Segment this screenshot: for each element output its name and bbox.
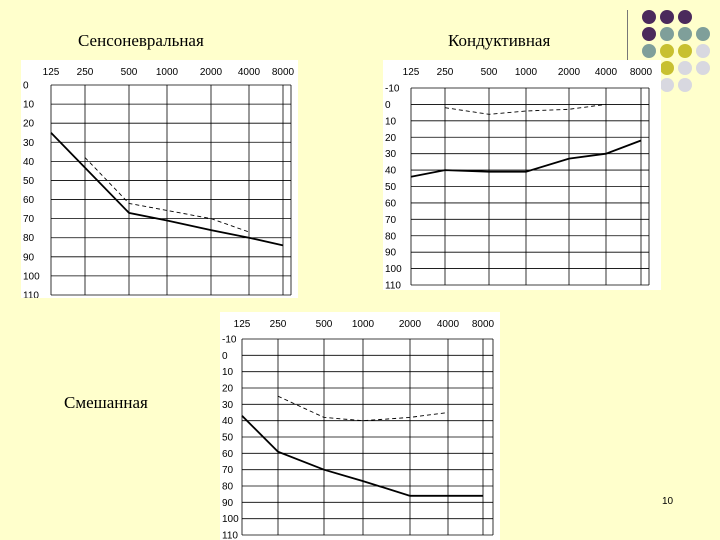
y-tick-label: -10 [385,84,400,95]
decor-dot [660,27,674,41]
series-solid-line [50,132,284,247]
x-tick-label: 2000 [558,67,581,78]
y-tick-label: 60 [23,195,35,206]
decor-divider [627,10,628,92]
y-tick-label: 0 [23,81,29,92]
title-mixed: Смешанная [64,393,148,412]
decor-dot [678,10,692,24]
decor-dot [660,78,674,92]
x-tick-label: 4000 [437,319,460,330]
y-tick-label: 40 [385,166,397,177]
x-tick-label: 125 [403,67,420,78]
decor-dot [660,61,674,75]
decor-dot [678,78,692,92]
series-dashed-line [84,157,250,233]
y-tick-label: 110 [385,281,401,291]
y-tick-label: 100 [222,514,239,525]
y-tick-label: 90 [222,498,234,509]
y-tick-label: 70 [222,465,234,476]
title-sensorineural: Сенсоневральная [78,31,204,50]
x-tick-label: 250 [437,67,454,78]
y-tick-label: 0 [385,100,391,111]
y-tick-label: 10 [222,367,234,378]
y-tick-label: 100 [23,271,40,282]
slide-number: 10 [662,496,674,507]
y-tick-label: 90 [385,248,397,259]
y-tick-label: 80 [222,482,234,493]
y-tick-label: 20 [23,119,35,130]
x-tick-label: 250 [270,319,287,330]
audiogram-svg-mixed: -10 0 10 20 30 40 50 60 70 80 90 100 110 125 250 500 100… [222,319,495,540]
x-tick-label: 2000 [399,319,422,330]
y-tick-label: 60 [222,449,234,460]
y-tick-label: 70 [385,215,397,226]
audiogram-svg-conductive: -10 0 10 20 30 40 50 60 70 80 90 100 110 125 250 500 100… [385,67,653,291]
y-tick-label: 20 [385,133,397,144]
x-tick-label: 1000 [156,67,179,78]
chart-mixed: -10 0 10 20 30 40 50 60 70 80 90 100 110 125 250 500 100… [220,312,500,540]
decor-dot [678,44,692,58]
y-tick-label: 0 [222,351,228,362]
series-solid-line [241,415,483,497]
y-tick-label: 40 [222,416,234,427]
y-tick-label: 10 [385,116,397,127]
x-tick-label: 8000 [272,67,295,78]
y-tick-label: 10 [23,100,35,111]
decor-dot [678,27,692,41]
series-dashed-line [444,103,607,115]
y-tick-label: 20 [222,384,234,395]
decor-dot [642,27,656,41]
chart-conductive: -10 0 10 20 30 40 50 60 70 80 90 100 110 125 250 500 100… [383,60,661,290]
y-tick-label: 100 [385,264,402,275]
y-tick-label: 110 [23,291,39,299]
decor-dot [678,61,692,75]
y-tick-label: 70 [23,214,35,225]
y-tick-label: -10 [222,335,237,346]
x-tick-label: 125 [43,67,60,78]
y-tick-label: 50 [222,433,234,444]
y-tick-label: 110 [222,531,238,540]
x-tick-label: 250 [77,67,94,78]
decor-dot [660,44,674,58]
x-tick-label: 4000 [595,67,618,78]
decor-dot [696,61,710,75]
x-tick-label: 4000 [238,67,261,78]
decor-dot [642,44,656,58]
x-tick-label: 8000 [630,67,653,78]
y-tick-label: 80 [385,231,397,242]
decor-dot [696,44,710,58]
y-tick-label: 50 [23,176,35,187]
x-tick-label: 125 [234,319,251,330]
x-tick-label: 2000 [200,67,223,78]
x-tick-label: 8000 [472,319,495,330]
y-tick-label: 30 [385,149,397,160]
audiogram-svg-sensorineural: 0 10 20 30 40 50 60 70 80 90 100 110 125 250 500 1000 20… [23,67,295,299]
decor-dot [696,27,710,41]
x-tick-label: 500 [121,67,138,78]
y-tick-label: 50 [385,182,397,193]
x-tick-label: 500 [481,67,498,78]
x-tick-label: 1000 [515,67,538,78]
y-tick-label: 80 [23,233,35,244]
series-solid-line [410,139,642,178]
y-tick-label: 90 [23,252,35,263]
y-tick-label: 60 [385,198,397,209]
y-tick-label: 40 [23,157,35,168]
chart-sensorineural: 0 10 20 30 40 50 60 70 80 90 100 110 125 250 500 1000 20… [21,60,298,298]
title-conductive: Кондуктивная [448,31,551,50]
series-dashed-line [277,395,449,422]
x-tick-label: 500 [316,319,333,330]
decor-dot [642,10,656,24]
y-tick-label: 30 [23,138,35,149]
decor-dot [660,10,674,24]
x-tick-label: 1000 [352,319,375,330]
y-tick-label: 30 [222,400,234,411]
